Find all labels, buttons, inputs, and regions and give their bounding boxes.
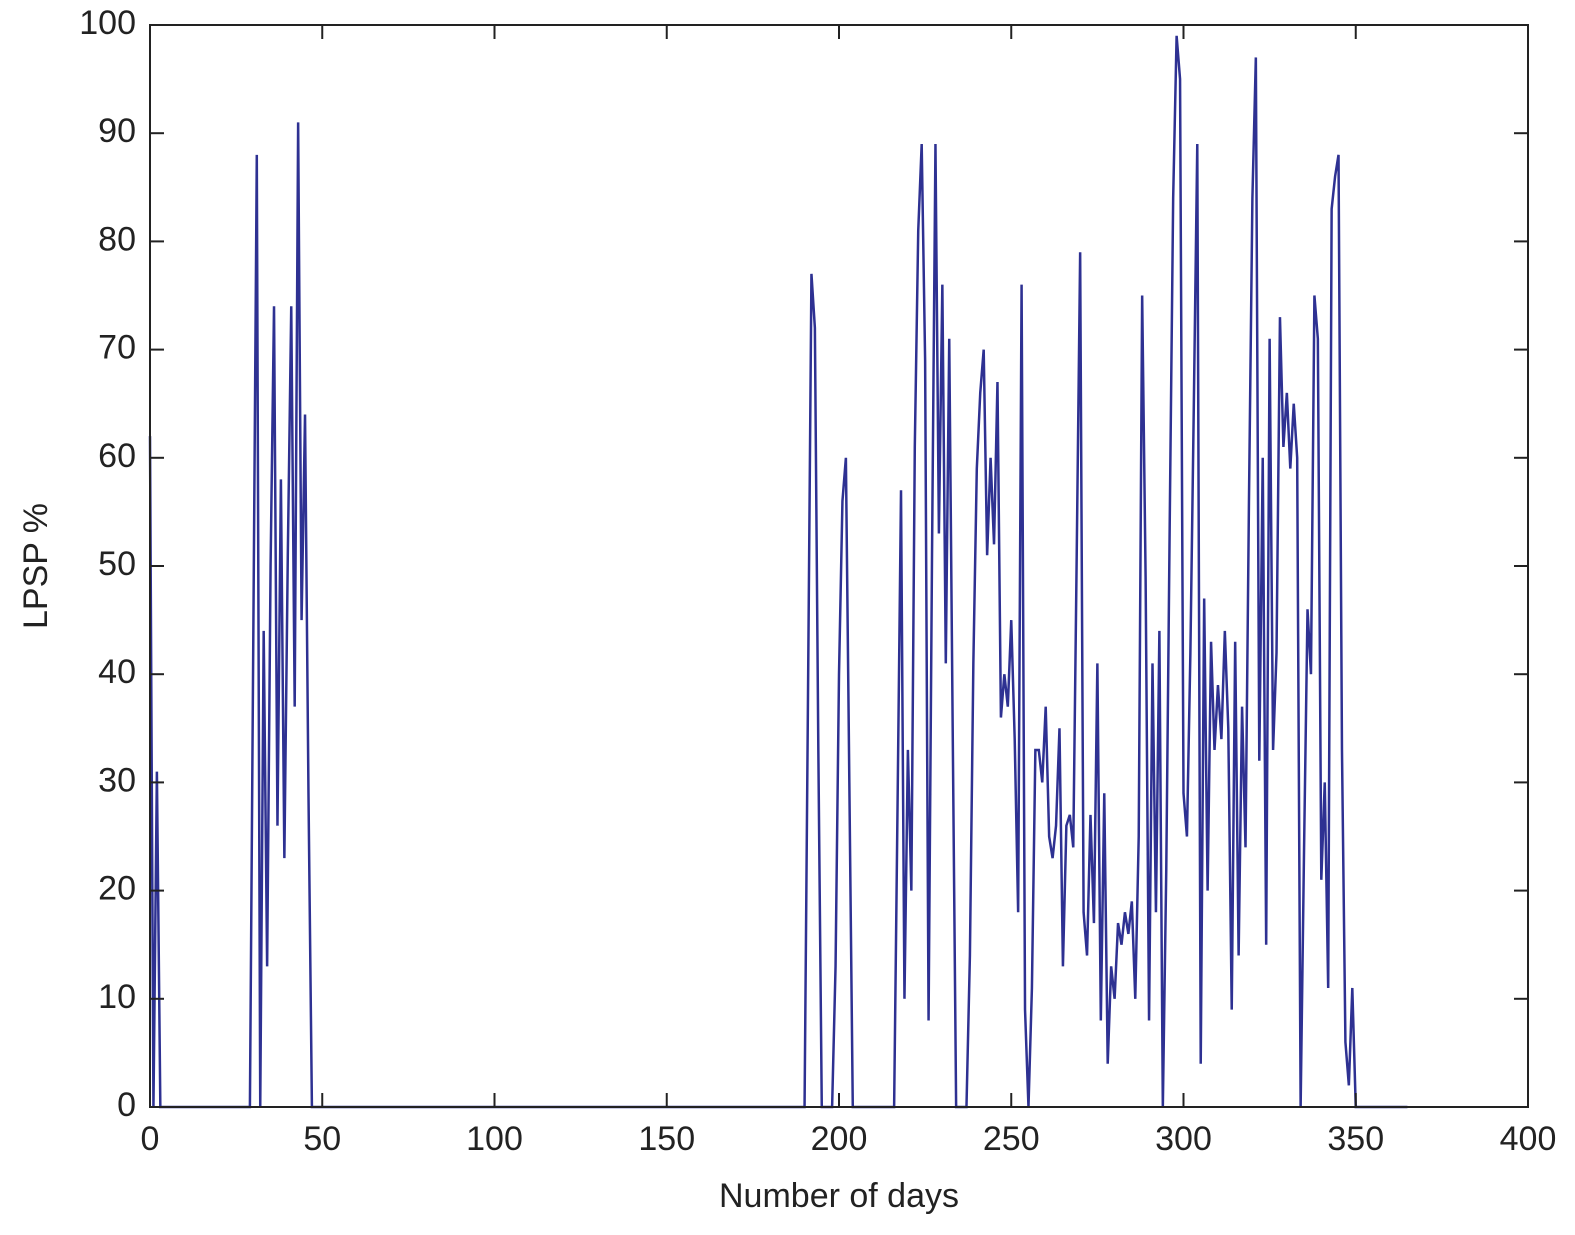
y-tick-label: 80 [98,220,136,258]
plot-frame [149,24,1529,1108]
y-tick-label: 40 [98,653,136,691]
y-tick-label: 20 [98,870,136,908]
y-tick-label: 10 [98,978,136,1016]
x-tick-label: 250 [983,1120,1040,1158]
y-axis-label: LPSP % [17,503,55,629]
x-tick-label: 100 [466,1120,523,1158]
x-tick-label: 150 [638,1120,695,1158]
y-tick-label: 60 [98,437,136,475]
x-tick-label: 200 [811,1120,868,1158]
x-tick-label: 350 [1327,1120,1384,1158]
y-tick-label: 0 [117,1086,136,1124]
y-tick-label: 70 [98,329,136,367]
y-tick-label: 90 [98,112,136,150]
data-line [148,35,1408,1109]
y-tick-label: 100 [79,4,136,42]
x-tick-label: 400 [1500,1120,1557,1158]
x-tick-label: 300 [1155,1120,1212,1158]
x-tick-label: 0 [141,1120,160,1158]
x-axis-label: Number of days [719,1177,959,1215]
x-tick-label: 50 [303,1120,341,1158]
y-tick-label: 30 [98,761,136,799]
y-tick-label: 50 [98,545,136,583]
